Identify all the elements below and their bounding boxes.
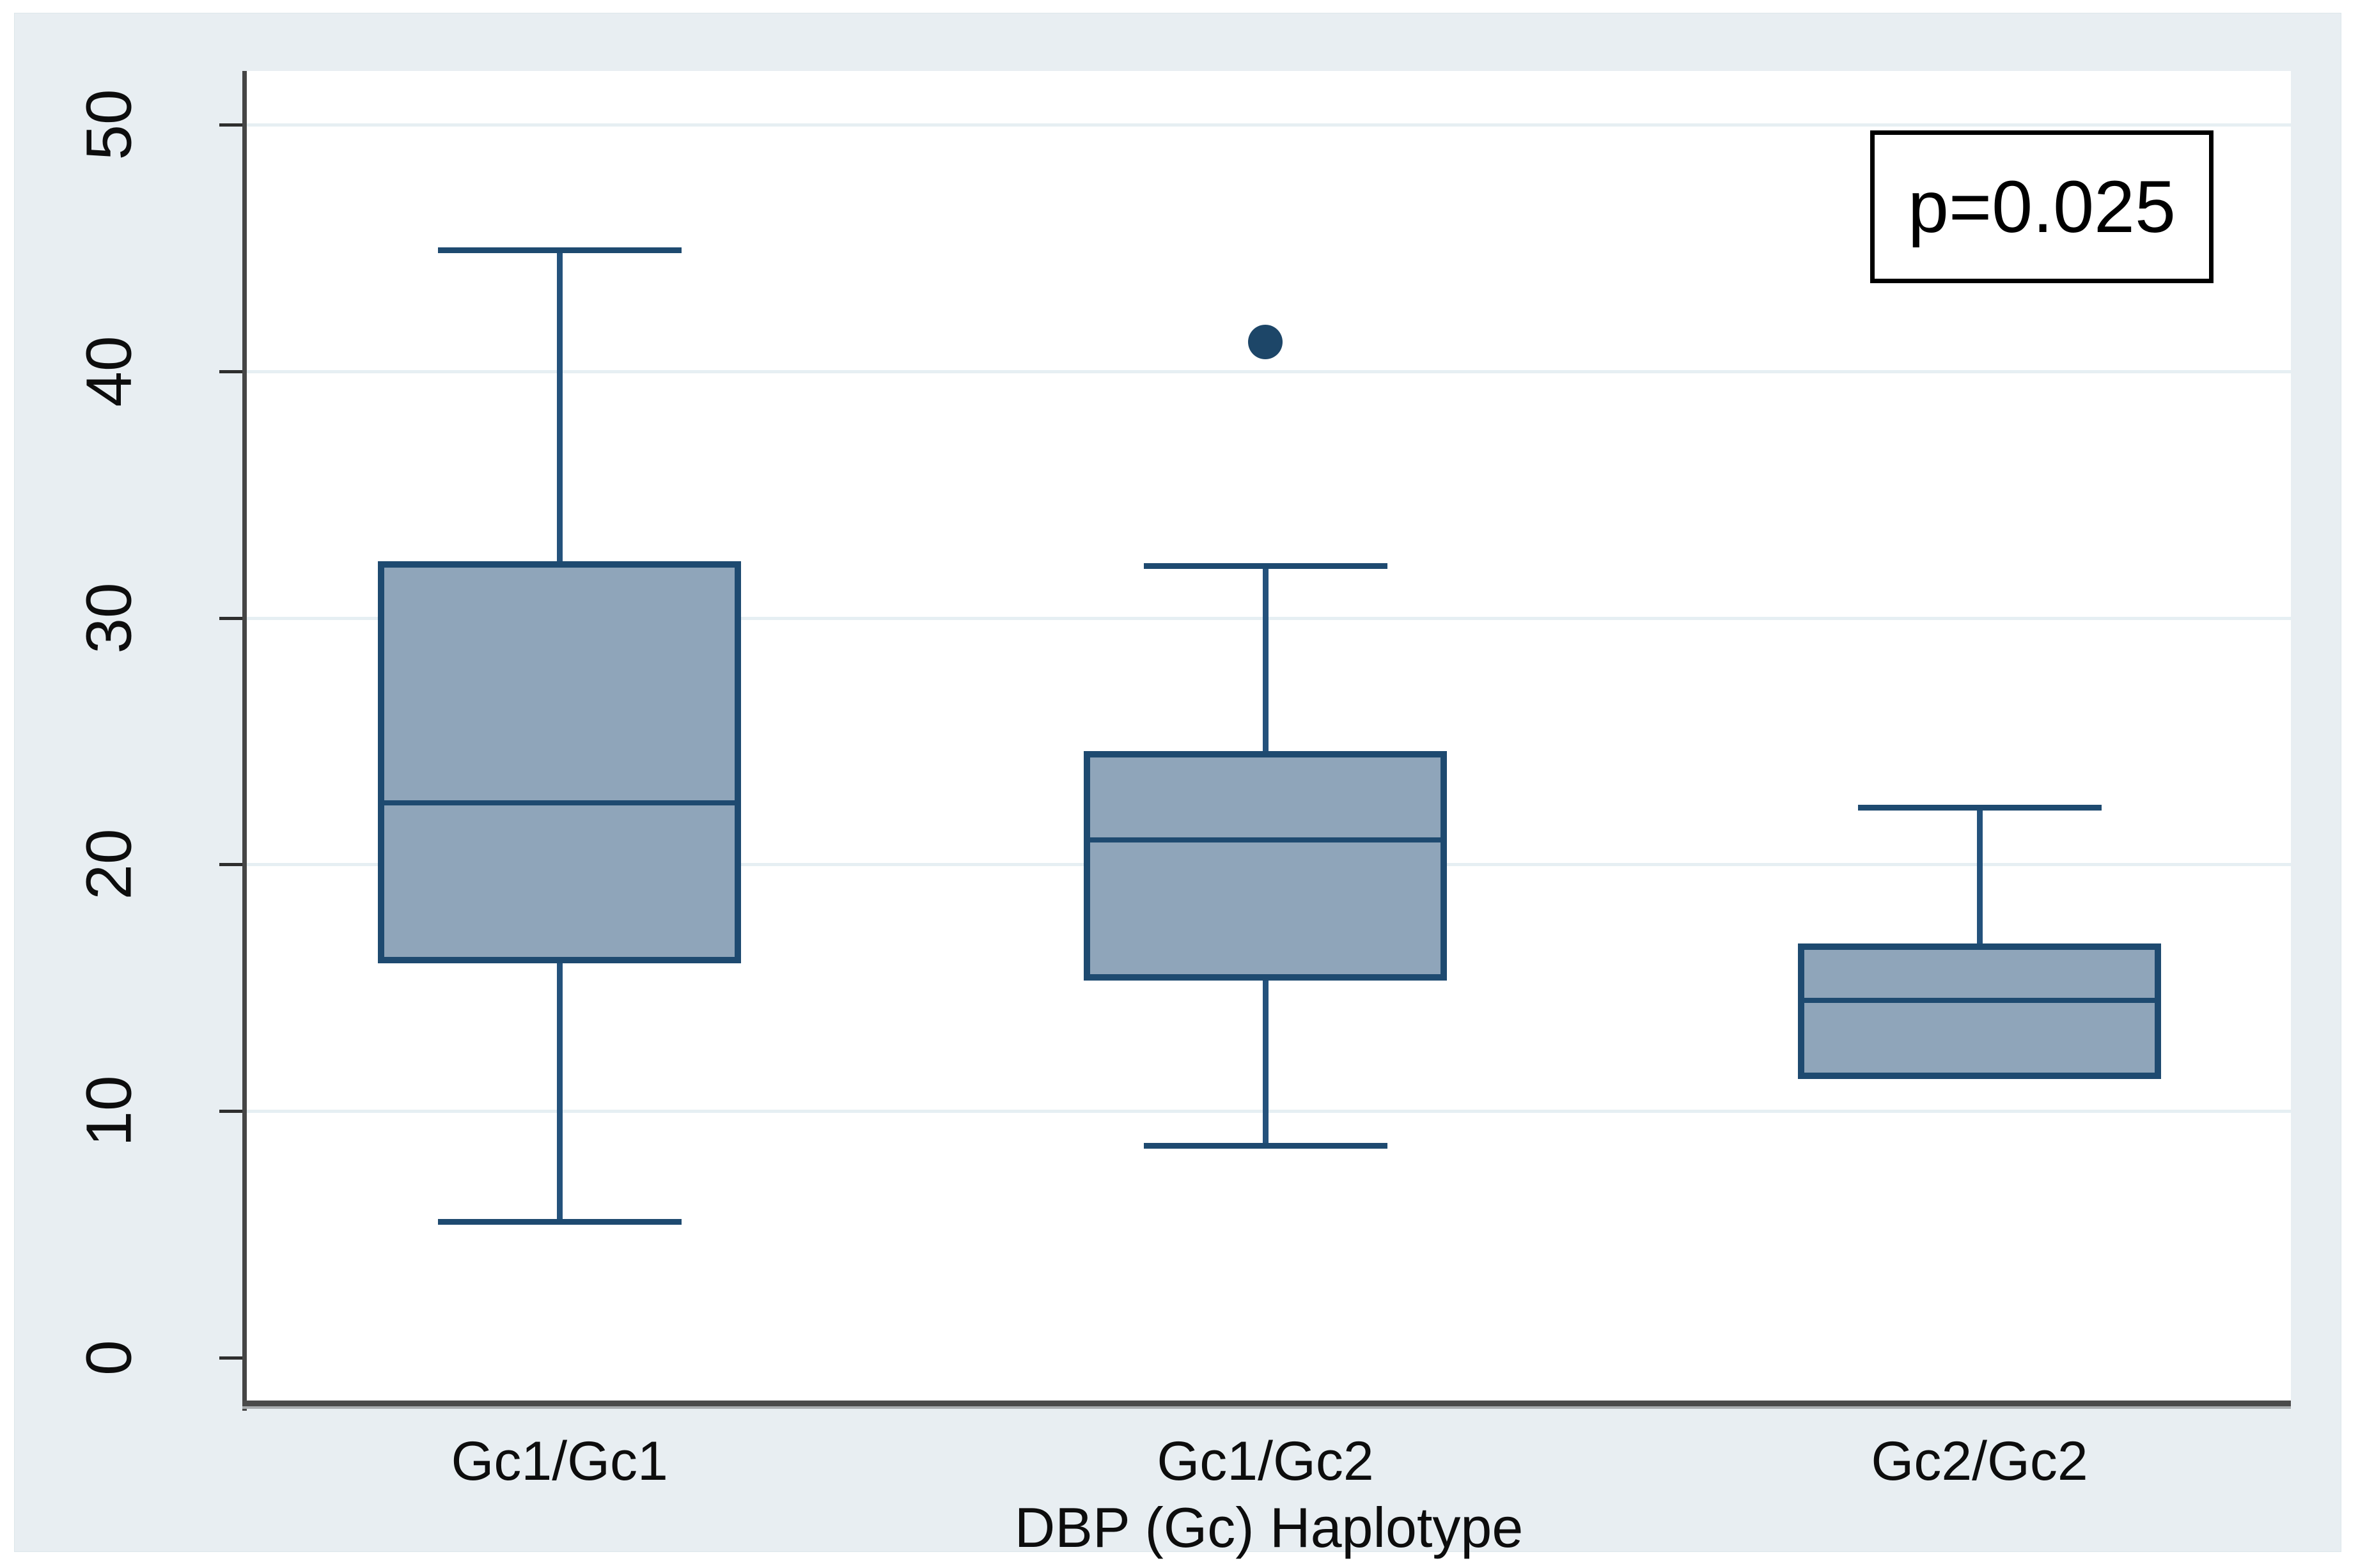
- median-line: [1084, 837, 1448, 842]
- whisker-lower-stem: [1262, 980, 1269, 1146]
- x-tick-label: Gc2/Gc2: [1871, 1431, 2088, 1492]
- plot-area: p=0.025 DBP (Gc) Haplotype 0 10 20 30 40 50 Gc…: [74, 71, 2291, 1559]
- whisker-upper-cap: [1857, 805, 2102, 811]
- y-tick-mark: [219, 123, 242, 127]
- median-line: [378, 800, 742, 805]
- y-tick-mark: [219, 863, 242, 867]
- whisker-upper-cap: [1143, 563, 1387, 570]
- gridline: [247, 616, 2291, 620]
- y-tick-mark: [219, 616, 242, 620]
- median-line: [1798, 997, 2162, 1003]
- y-tick-label: 20: [73, 828, 145, 900]
- y-tick-label: 50: [73, 89, 145, 160]
- whisker-upper-stem: [1262, 566, 1269, 751]
- whisker-lower-cap: [1143, 1142, 1387, 1149]
- gridline: [247, 369, 2291, 373]
- y-tick-label: 10: [73, 1075, 145, 1147]
- y-tick-mark: [219, 1110, 242, 1114]
- whisker-upper-stem: [1976, 807, 1983, 943]
- y-tick-label: 0: [73, 1340, 145, 1376]
- whisker-upper-cap: [437, 247, 682, 254]
- y-tick-label: 40: [73, 336, 145, 407]
- y-tick-mark: [219, 369, 242, 373]
- x-axis-title: DBP (Gc) Haplotype: [1014, 1496, 1524, 1559]
- y-axis-line: [242, 71, 247, 1411]
- whisker-lower-stem: [556, 963, 563, 1222]
- p-value-text: p=0.025: [1908, 166, 2176, 248]
- y-tick-label: 30: [73, 582, 145, 654]
- gridline: [247, 1110, 2291, 1114]
- figure-panel: p=0.025 DBP (Gc) Haplotype 0 10 20 30 40 50 Gc…: [14, 13, 2341, 1559]
- p-value-annotation-box: p=0.025: [1870, 130, 2214, 283]
- x-axis-line: [242, 1401, 2291, 1409]
- y-tick-mark: [219, 1356, 242, 1360]
- x-tick-label: Gc1/Gc1: [451, 1431, 668, 1492]
- outlier-point: [1248, 324, 1283, 359]
- whisker-upper-stem: [556, 250, 563, 561]
- iqr-box: [1798, 943, 2162, 1079]
- whisker-lower-cap: [437, 1219, 682, 1225]
- iqr-box: [1084, 750, 1448, 981]
- iqr-box: [378, 561, 742, 963]
- x-tick-label: Gc1/Gc2: [1157, 1431, 1374, 1492]
- gridline: [247, 123, 2291, 127]
